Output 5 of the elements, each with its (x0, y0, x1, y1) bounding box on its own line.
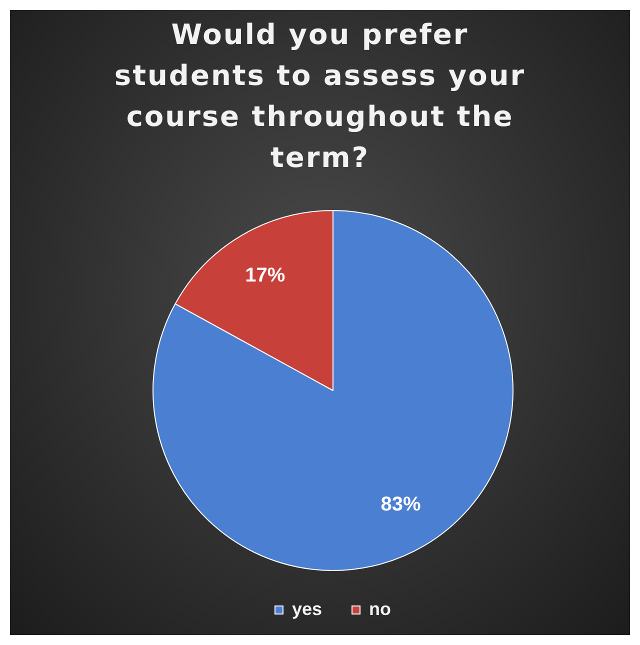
legend-label: yes (292, 598, 322, 619)
data-label: 83% (380, 494, 422, 516)
legend-label: no (369, 598, 392, 619)
data-label: 17% (245, 264, 286, 286)
chart-title: Would you prefer students to assess your course throughout the term? (113, 17, 527, 176)
